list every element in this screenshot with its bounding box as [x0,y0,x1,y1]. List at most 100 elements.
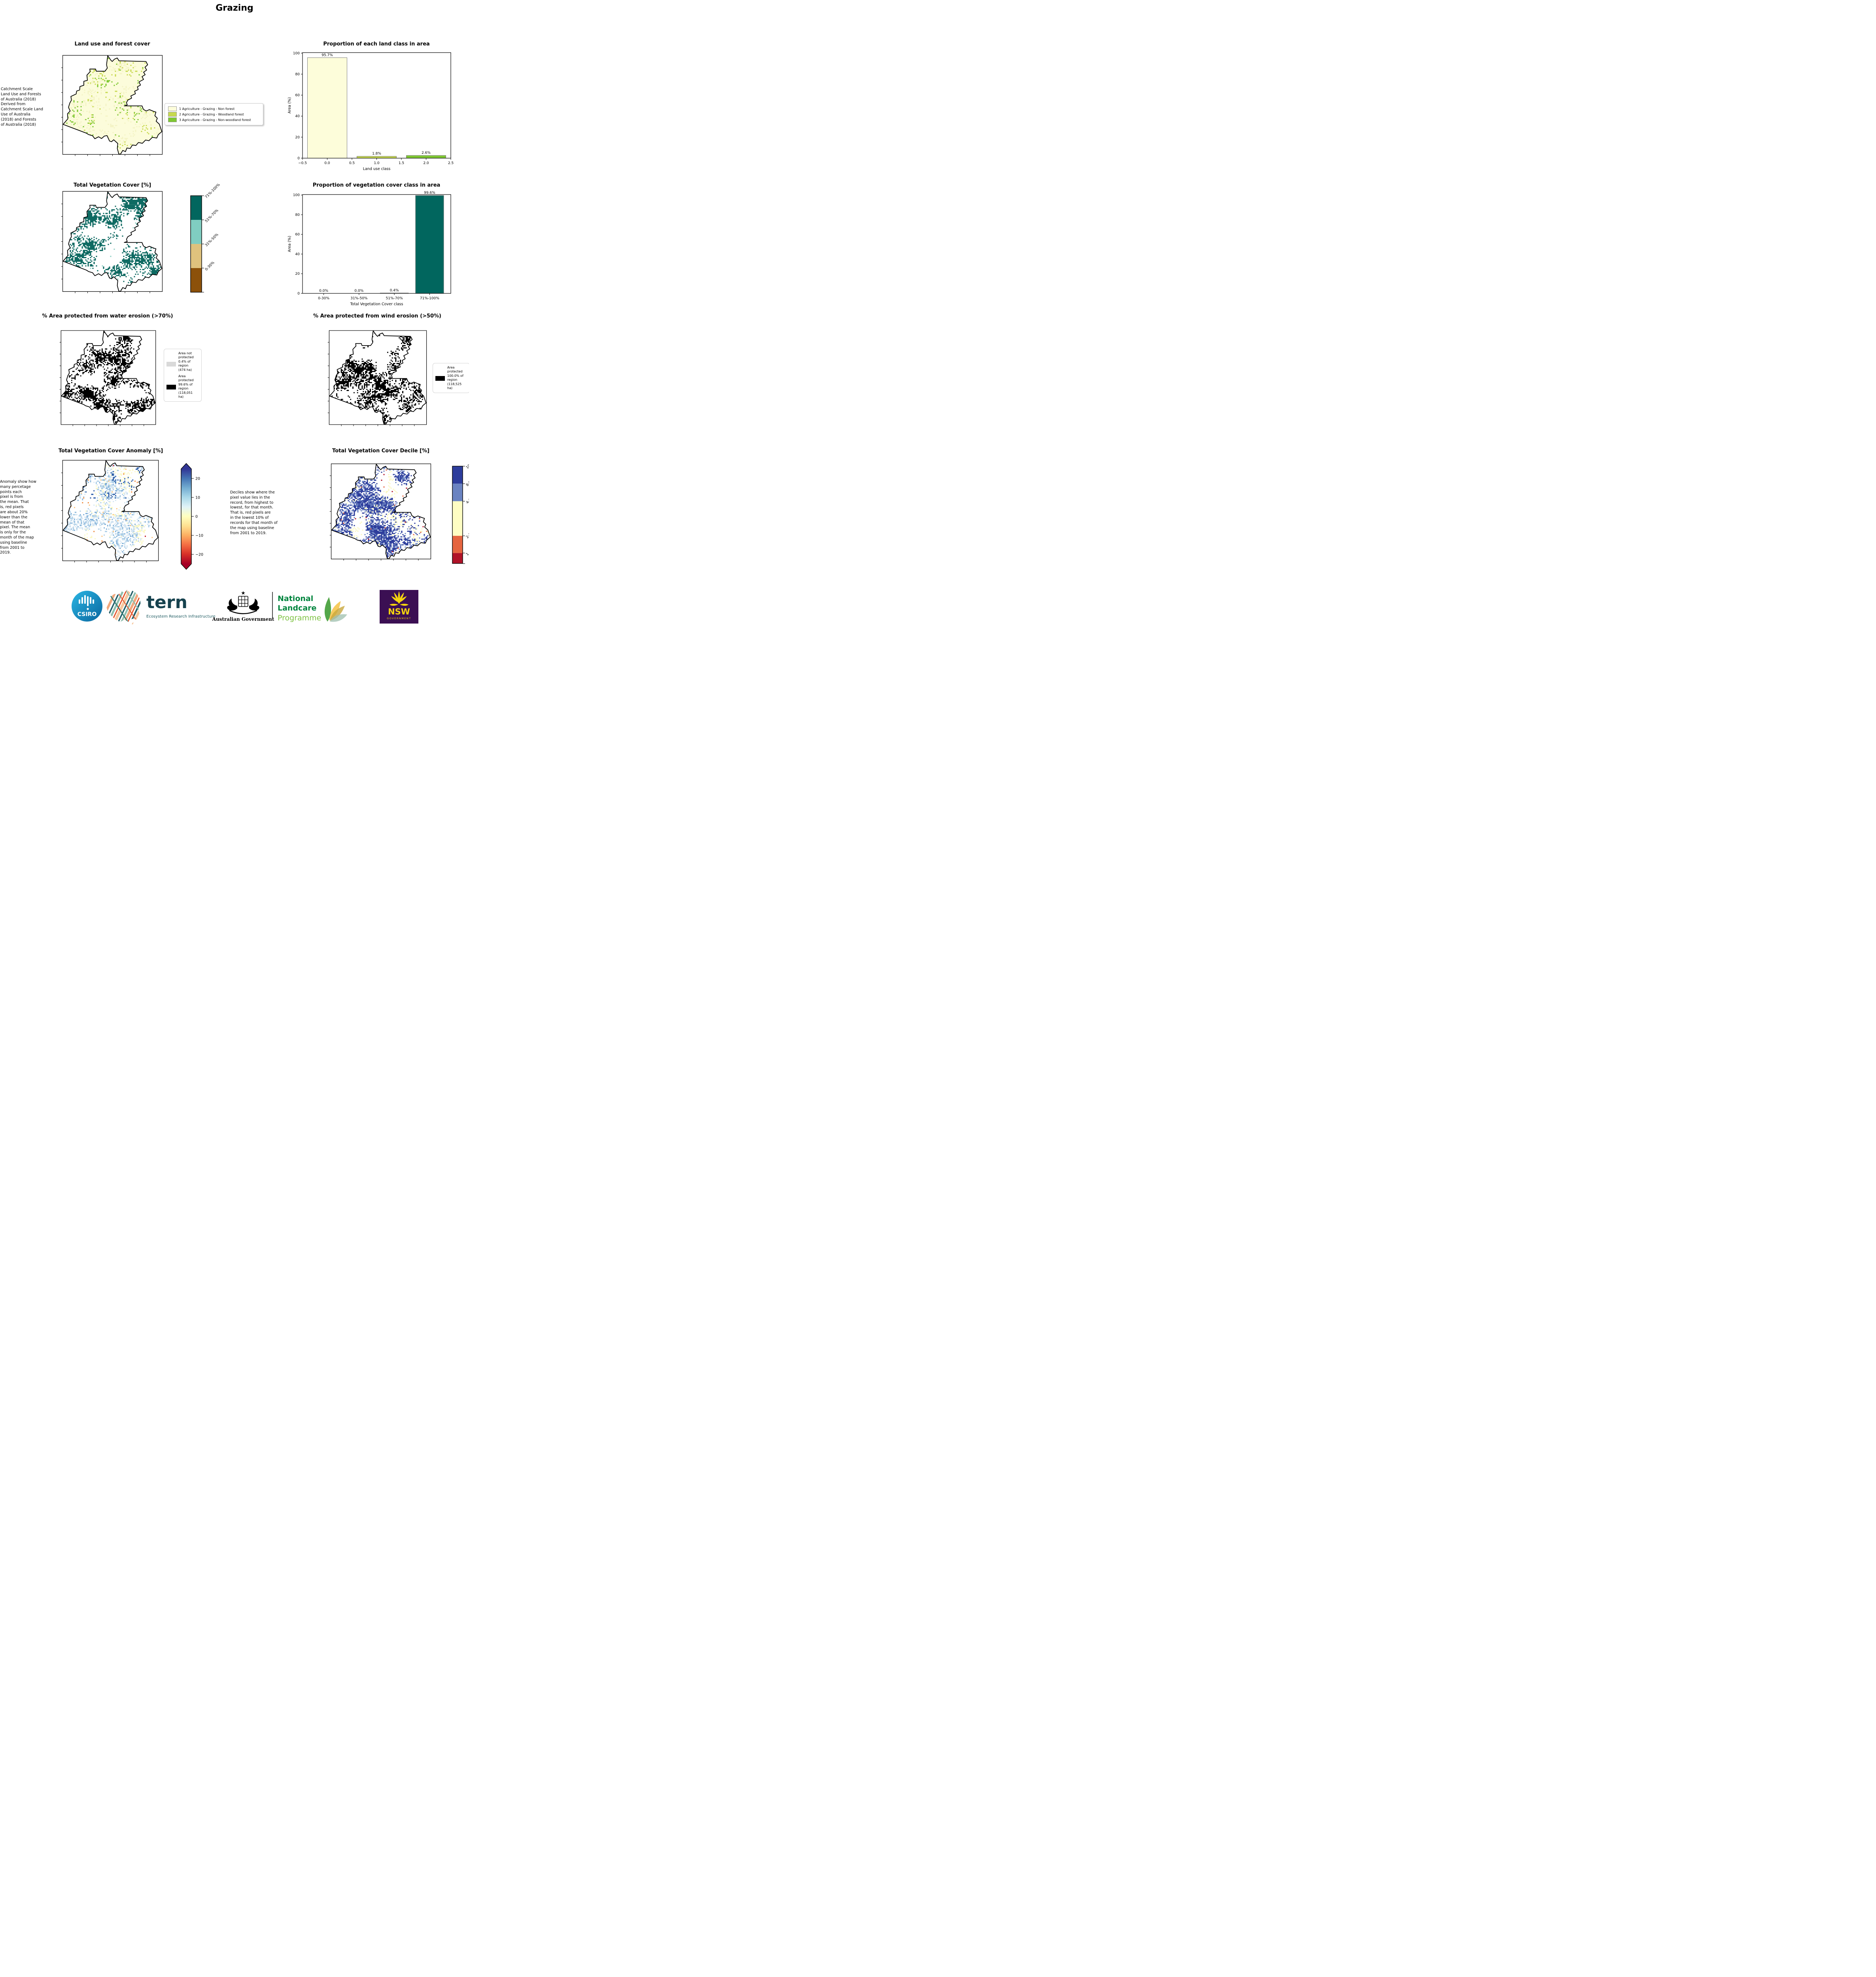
csiro-soundwave-icon [79,595,94,610]
svg-text:40: 40 [295,115,300,119]
report-page: Grazing Land use and forest cover Catchm… [0,0,469,624]
svg-text:40: 40 [295,252,300,256]
water-erosion-legend: Area not protected 0.4% of region (474 h… [164,349,202,402]
svg-text:1.0: 1.0 [374,161,380,165]
land-use-map [61,55,164,157]
legend-item: 1 Agriculture - Grazing - Non forest [168,106,260,111]
legend-item: Area protected 100.0% of region (118,525… [435,366,467,390]
svg-text:★: ★ [241,590,246,596]
veg-cover-map [61,191,164,294]
landcare-leaves-icon [324,597,347,622]
land-use-map-title: Land use and forest cover [74,41,150,47]
svg-text:NSW: NSW [388,607,410,616]
svg-text:51%-70%: 51%-70% [386,297,403,301]
land-class-chart-title: Proportion of each land class in area [323,41,430,47]
land-use-legend: 1 Agriculture - Grazing - Non forest 2 A… [165,103,263,125]
land-use-side-text: Catchment Scale Land Use and Forests of … [1,87,43,127]
svg-text:0-30%: 0-30% [318,297,329,301]
svg-text:51%-70%: 51%-70% [204,208,219,223]
decile-title: Total Vegetation Cover Decile [%] [332,448,429,454]
wind-erosion-map [327,330,428,427]
svg-text:−0.5: −0.5 [298,161,307,165]
svg-text:Total Vegetation Cover class: Total Vegetation Cover class [350,302,403,306]
anomaly-map [61,460,160,563]
legend-label: Area not protected 0.4% of region (474 h… [178,352,194,372]
svg-text:20: 20 [195,477,200,481]
svg-text:31%-50%: 31%-50% [350,297,368,301]
legend-item: Area protected 99.6% of region (118,051 … [166,374,199,399]
legend-label: 1 Agriculture - Grazing - Non forest [179,107,235,111]
svg-text:0.5: 0.5 [349,161,355,165]
svg-text:0.0%: 0.0% [319,289,328,293]
svg-text:31%-50%: 31%-50% [204,232,219,248]
legend-item: Area not protected 0.4% of region (474 h… [166,352,199,372]
legend-label: Area protected 99.6% of region (118,051 … [178,374,194,399]
svg-text:−10: −10 [195,534,203,538]
legend-swatch [435,376,445,381]
svg-text:99.6%: 99.6% [424,191,435,195]
logo-divider [272,592,273,619]
decile-side-text: Deciles show where the pixel value lies … [230,490,278,535]
page-title: Grazing [216,3,253,13]
svg-text:1.8%: 1.8% [372,152,381,156]
svg-text:Australian Government: Australian Government [212,616,274,622]
svg-text:2-3: 2-3 [465,533,469,539]
legend-swatch [166,362,176,367]
legend-swatch [168,117,177,122]
svg-text:1.5: 1.5 [399,161,404,165]
svg-text:95.7%: 95.7% [321,53,333,57]
svg-text:71%-100%: 71%-100% [420,297,439,301]
veg-cover-map-title: Total Vegetation Cover [%] [73,182,151,188]
svg-text:GOVERNMENT: GOVERNMENT [387,617,411,620]
svg-text:80: 80 [295,72,300,76]
svg-text:100: 100 [293,51,300,55]
wind-erosion-legend: Area protected 100.0% of region (118,525… [433,363,469,393]
svg-text:tern: tern [146,592,187,612]
svg-text:60: 60 [295,233,300,237]
anomaly-colorbar: 20 10 0 −10 −20 [181,463,203,570]
land-class-bar-chart: 0 20 40 60 80 100 Area (%) −0.5 0.0 0.5 1.0 1.5 2.0 2… [287,51,454,171]
svg-text:0.0%: 0.0% [354,289,363,293]
anomaly-side-text: Anomaly show how many percetage points e… [0,480,36,555]
svg-text:National: National [278,594,313,603]
legend-item: 3 Agriculture - Grazing - Non-woodland f… [168,117,260,122]
svg-text:Landcare: Landcare [278,604,316,612]
svg-text:20: 20 [295,136,300,140]
decile-map [329,463,433,561]
australian-government-logo: ★ Australian Government [212,590,274,622]
legend-swatch [168,106,177,111]
anomaly-title: Total Vegetation Cover Anomaly [%] [58,448,163,454]
svg-text:Ecosystem Research Infrastruct: Ecosystem Research Infrastructure [146,614,216,619]
svg-text:4-7: 4-7 [465,498,469,505]
svg-text:80: 80 [295,213,300,217]
wind-erosion-title: % Area protected from wind erosion (>50%… [313,313,441,319]
legend-item: 2 Agriculture - Grazing - Woodland fores… [168,112,260,117]
legend-label: 3 Agriculture - Grazing - Non-woodland f… [179,118,251,122]
veg-class-bar-chart: 0 20 40 60 80 100 Area (%) 0-30% 31%-50% 51%-70% 7… [287,191,451,306]
legend-swatch [168,112,177,117]
svg-text:60: 60 [295,94,300,98]
svg-text:10: 10 [465,464,469,470]
nsw-government-logo: NSW GOVERNMENT [380,590,418,624]
water-erosion-map [59,330,157,427]
svg-text:Programme: Programme [278,614,321,622]
csiro-logo: CSIRO [72,591,102,622]
svg-text:0.0: 0.0 [324,161,330,165]
legend-swatch [166,384,176,389]
waratah-icon [390,591,408,606]
svg-text:CSIRO: CSIRO [78,611,97,618]
svg-text:2.0: 2.0 [423,161,429,165]
water-erosion-title: % Area protected from water erosion (>70… [42,313,173,319]
commonwealth-crest-icon: ★ [227,590,259,614]
svg-text:100: 100 [293,193,300,197]
svg-text:0.4%: 0.4% [390,289,399,293]
svg-text:8-9: 8-9 [465,480,469,488]
svg-text:1: 1 [465,552,469,557]
svg-text:10: 10 [195,496,200,500]
svg-text:0: 0 [297,292,300,296]
svg-text:0-30%: 0-30% [204,261,216,272]
svg-text:2.6%: 2.6% [422,151,431,155]
national-landcare-logo: National Landcare Programme [278,594,347,622]
legend-label: Area protected 100.0% of region (118,525… [447,366,463,390]
svg-text:Land use class: Land use class [363,167,391,171]
